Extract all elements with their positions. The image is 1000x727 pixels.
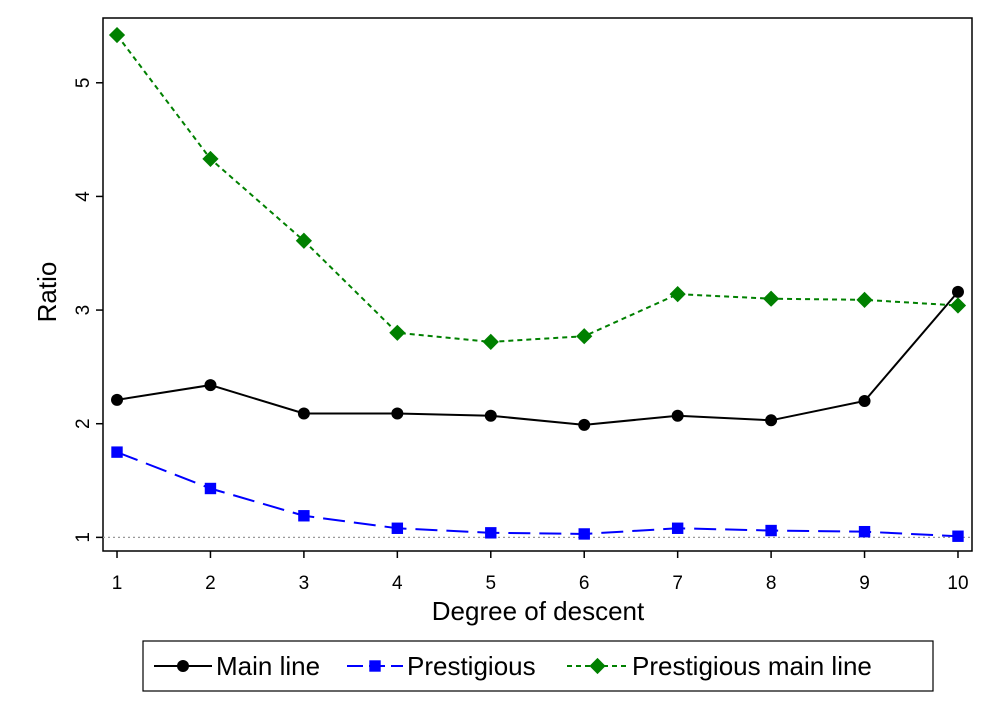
legend: Main line Prestigious Prestigious main lin…: [142, 640, 934, 692]
legend-item: Prestigious main line: [567, 651, 872, 681]
legend-swatch-marker: [177, 660, 189, 672]
data-point: [298, 510, 310, 522]
data-point: [765, 414, 778, 427]
x-tick-label: 8: [766, 573, 777, 594]
legend-swatch-marker: [369, 660, 381, 672]
data-point: [951, 285, 964, 298]
data-point: [389, 324, 406, 341]
data-point: [391, 407, 404, 420]
data-point: [669, 286, 686, 303]
y-axis-title: Ratio: [32, 262, 62, 323]
series-0: [111, 285, 964, 431]
data-point: [858, 525, 871, 538]
data-point: [856, 291, 873, 308]
data-point: [204, 482, 217, 495]
data-point: [484, 409, 497, 422]
data-point: [297, 407, 310, 420]
x-axis-title: Degree of descent: [432, 596, 645, 626]
x-tick-label: 9: [859, 573, 870, 594]
y-tick-label: 1: [73, 532, 94, 543]
x-tick-label: 5: [485, 573, 496, 594]
y-tick-label: 2: [73, 418, 94, 429]
data-point: [108, 26, 126, 44]
data-point: [576, 328, 593, 345]
x-tick-label: 3: [299, 573, 310, 594]
x-axis: 1 2 3 4 5 6 7 8 9 10: [112, 551, 969, 594]
data-point: [204, 379, 217, 392]
series-layer: [108, 26, 967, 542]
legend-label: Prestigious: [407, 651, 536, 681]
legend-swatch-marker: [589, 657, 606, 675]
y-tick-label: 4: [73, 191, 94, 202]
x-tick-label: 7: [672, 573, 683, 594]
series-line: [116, 34, 959, 343]
x-tick-label: 1: [112, 573, 123, 594]
data-point: [765, 524, 777, 537]
data-point: [671, 409, 684, 422]
series-line: [116, 291, 959, 426]
series-1: [111, 446, 964, 542]
data-point: [578, 528, 590, 540]
data-point: [671, 522, 684, 534]
data-point: [485, 527, 497, 539]
data-point: [949, 297, 967, 314]
data-point: [391, 522, 404, 534]
legend-box: [142, 640, 934, 692]
x-tick-label: 4: [392, 573, 403, 594]
data-point: [578, 418, 591, 431]
data-point: [295, 232, 312, 249]
plot-frame: [102, 17, 973, 552]
y-tick-label: 5: [73, 77, 94, 88]
data-point: [858, 394, 871, 407]
data-point: [111, 446, 123, 458]
legend-item: Main line: [154, 651, 320, 681]
data-point: [482, 333, 499, 350]
data-point: [952, 530, 964, 542]
x-tick-label: 10: [947, 573, 968, 594]
data-point: [763, 290, 780, 307]
data-point: [111, 393, 124, 406]
series-2: [108, 26, 967, 350]
legend-label: Main line: [216, 651, 320, 681]
legend-label: Prestigious main line: [632, 651, 872, 681]
data-point: [202, 150, 219, 168]
y-tick-label: 3: [73, 305, 94, 316]
x-tick-label: 6: [579, 573, 590, 594]
y-axis: 1 2 3 4 5: [73, 77, 103, 543]
legend-item: Prestigious: [347, 651, 536, 681]
x-tick-label: 2: [205, 573, 216, 594]
